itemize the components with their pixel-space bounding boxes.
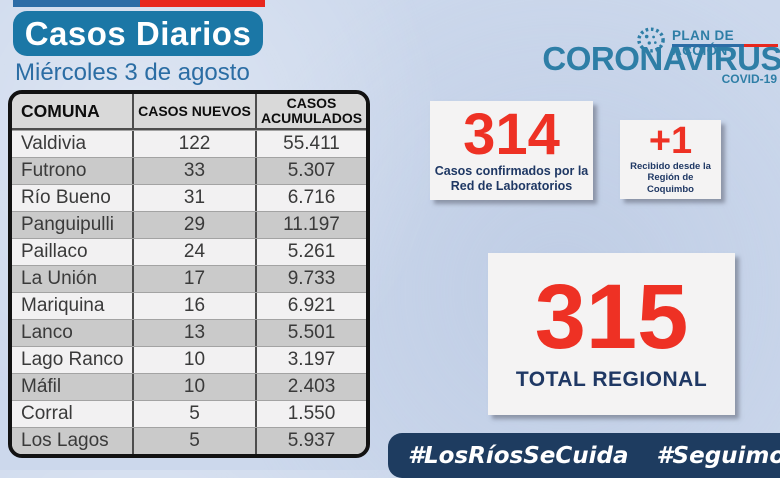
cell-comuna: Mariquina: [21, 295, 105, 316]
cell-acumulados: 5.261: [255, 239, 366, 265]
cell-comuna: Futrono: [21, 160, 87, 181]
table-row: Panguipulli 29 11.197: [12, 211, 366, 238]
flag-stripe-blue: [13, 0, 140, 7]
total-regional-card: 315 TOTAL REGIONAL: [488, 253, 735, 415]
cell-acumulados: 9.733: [255, 266, 366, 292]
hashtag-losrios: #LosRíosSeCuida: [408, 442, 629, 469]
table-row: Lago Ranco 10 3.197: [12, 346, 366, 373]
flag-stripe-red: [140, 0, 265, 7]
cell-comuna: Lago Ranco: [21, 349, 124, 370]
cell-comuna: Corral: [21, 403, 73, 424]
table-row: Máfil 10 2.403: [12, 373, 366, 400]
cell-acumulados: 5.307: [255, 158, 366, 184]
table-header-row: COMUNA CASOS NUEVOS CASOS ACUMULADOS: [12, 94, 366, 130]
table-row: Paillaco 24 5.261: [12, 238, 366, 265]
confirmed-cases-label: Casos confirmados por la Red de Laborato…: [434, 163, 589, 193]
cell-comuna: Los Lagos: [21, 430, 109, 451]
cell-nuevos: 24: [132, 239, 255, 265]
col-header-casos-acumulados: CASOS ACUMULADOS: [255, 94, 366, 128]
cell-comuna: La Unión: [21, 268, 98, 289]
table-row: Futrono 33 5.307: [12, 157, 366, 184]
cell-acumulados: 6.716: [255, 185, 366, 211]
cell-acumulados: 2.403: [255, 374, 366, 400]
cases-table: COMUNA CASOS NUEVOS CASOS ACUMULADOS Val…: [8, 90, 370, 458]
brand-underline: [672, 44, 778, 47]
table-row: Los Lagos 5 5.937: [12, 427, 366, 454]
cell-nuevos: 29: [132, 212, 255, 238]
cell-acumulados: 55.411: [255, 131, 366, 157]
cell-comuna: Máfil: [21, 376, 62, 397]
report-date: Miércoles 3 de agosto: [15, 59, 250, 86]
table-row: Valdivia 122 55.411: [12, 130, 366, 157]
cell-nuevos: 5: [132, 401, 255, 427]
hashtag-seguimos: #SeguimosCuidándonos: [656, 442, 780, 469]
cell-comuna: Lanco: [21, 322, 73, 343]
received-cases-value: +1: [648, 120, 693, 163]
cell-nuevos: 13: [132, 320, 255, 346]
cell-acumulados: 6.921: [255, 293, 366, 319]
cell-nuevos: 16: [132, 293, 255, 319]
cell-acumulados: 11.197: [255, 212, 366, 238]
received-cases-label: Recibido desde la Región de Coquimbo: [630, 161, 711, 195]
cell-comuna: Río Bueno: [21, 187, 111, 208]
cell-nuevos: 33: [132, 158, 255, 184]
table-row: Río Bueno 31 6.716: [12, 184, 366, 211]
total-regional-label: TOTAL REGIONAL: [515, 367, 708, 391]
cell-comuna: Valdivia: [21, 133, 87, 154]
cell-nuevos: 10: [132, 347, 255, 373]
cell-nuevos: 5: [132, 428, 255, 454]
cell-acumulados: 1.550: [255, 401, 366, 427]
col-header-comuna: COMUNA: [21, 100, 100, 121]
cell-acumulados: 5.937: [255, 428, 366, 454]
cell-nuevos: 31: [132, 185, 255, 211]
cell-acumulados: 3.197: [255, 347, 366, 373]
received-cases-card: +1 Recibido desde la Región de Coquimbo: [620, 120, 721, 199]
table-row: Lanco 13 5.501: [12, 319, 366, 346]
confirmed-cases-card: 314 Casos confirmados por la Red de Labo…: [430, 101, 593, 200]
cell-nuevos: 122: [132, 131, 255, 157]
cell-nuevos: 17: [132, 266, 255, 292]
cell-comuna: Paillaco: [21, 241, 88, 262]
table-row: Mariquina 16 6.921: [12, 292, 366, 319]
total-regional-value: 315: [534, 266, 689, 369]
brand-subtitle: COVID-19: [721, 72, 777, 86]
col-header-casos-nuevos: CASOS NUEVOS: [132, 94, 255, 128]
cell-acumulados: 5.501: [255, 320, 366, 346]
chile-flag-stripe: [13, 0, 265, 7]
cell-nuevos: 10: [132, 374, 255, 400]
table-row: La Unión 17 9.733: [12, 265, 366, 292]
virus-icon: [632, 24, 670, 61]
confirmed-cases-value: 314: [463, 101, 560, 167]
hashtag-bar: #LosRíosSeCuida #SeguimosCuidándonos: [388, 433, 780, 478]
table-row: Corral 5 1.550: [12, 400, 366, 427]
brand-name: CORONAVIRUS: [542, 40, 780, 77]
cell-comuna: Panguipulli: [21, 214, 114, 235]
page-title: Casos Diarios: [13, 11, 263, 56]
